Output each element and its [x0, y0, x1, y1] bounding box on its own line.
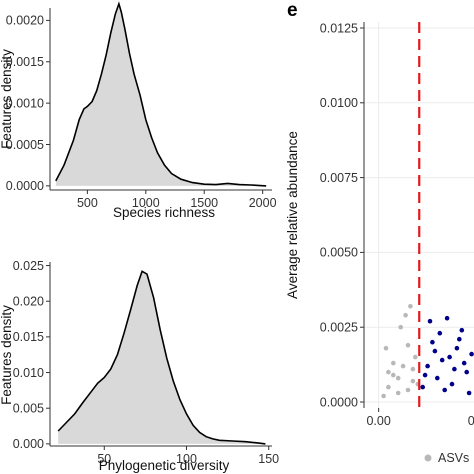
- points: [381, 304, 474, 399]
- data-point: [405, 387, 411, 393]
- data-point: [395, 375, 401, 381]
- y-tick-label: 0.0100: [320, 96, 358, 110]
- data-point: [395, 390, 401, 396]
- data-point: [383, 345, 389, 351]
- data-point: [442, 387, 448, 393]
- x-tick-label: 50: [97, 452, 111, 466]
- data-point: [425, 363, 430, 369]
- density-area: [55, 3, 267, 186]
- y-tick-label: 0.020: [13, 295, 44, 309]
- y-tick-label: 0.0075: [320, 171, 358, 185]
- data-point: [444, 315, 450, 321]
- panel-label: e: [287, 0, 298, 21]
- data-point: [408, 304, 413, 309]
- data-point: [439, 357, 445, 363]
- x-tick-label: 2000: [249, 196, 277, 210]
- data-point: [391, 360, 396, 366]
- y-tick-label: 0.0010: [6, 96, 44, 110]
- y-tick-label: 0.0050: [320, 246, 358, 260]
- density-line: [55, 1, 267, 187]
- data-point: [420, 384, 426, 390]
- y-tick-label: 0.0000: [320, 395, 358, 409]
- data-point: [437, 330, 443, 336]
- x-tick-label: 1000: [132, 196, 160, 210]
- data-point: [398, 324, 404, 330]
- y-axis-label: Features density: [0, 305, 14, 405]
- data-point: [466, 390, 472, 396]
- data-point: [447, 354, 452, 360]
- data-point: [464, 369, 470, 375]
- data-point: [427, 318, 433, 324]
- data-point: [410, 378, 416, 384]
- y-ticks: 0.0000 0.0025 0.0050 0.0075 0.0100 0.0125: [320, 21, 364, 409]
- x-ticks: 0.00 0.2: [366, 408, 474, 428]
- data-point: [457, 336, 462, 342]
- data-point: [422, 372, 428, 378]
- data-point: [410, 366, 416, 372]
- data-point: [386, 369, 391, 375]
- y-axis-label: Features density: [0, 49, 14, 149]
- data-point: [391, 372, 396, 378]
- density-line: [57, 270, 266, 445]
- data-point: [469, 351, 474, 357]
- density-area: [58, 271, 266, 444]
- x-axis-label: Species richness: [113, 205, 215, 220]
- data-point: [449, 381, 455, 387]
- y-tick-label: 0.000: [13, 437, 44, 451]
- x-ticks: 500 1000 1500 2000: [77, 190, 277, 210]
- data-point: [381, 393, 386, 399]
- y-tick-label: 0.0015: [6, 55, 44, 69]
- data-point: [454, 345, 460, 351]
- y-ticks: 0.000 0.005 0.010 0.015 0.020 0.025: [13, 259, 50, 451]
- data-point: [435, 375, 440, 381]
- y-axis-label: Average relative abundance: [285, 131, 300, 299]
- legend-swatch: [424, 454, 432, 462]
- legend-label: ASVs: [438, 451, 469, 465]
- y-tick-label: 0.0125: [320, 21, 358, 35]
- data-point: [461, 360, 467, 366]
- x-tick-label: 0.00: [366, 414, 390, 428]
- data-point: [432, 348, 438, 354]
- y-tick-label: 0.0020: [6, 14, 44, 28]
- data-point: [405, 342, 411, 348]
- data-point: [459, 327, 465, 333]
- x-tick-label: 100: [176, 452, 197, 466]
- x-tick-label: 150: [258, 452, 279, 466]
- data-point: [430, 339, 435, 345]
- y-tick-label: 0.005: [13, 402, 44, 416]
- x-tick-label: 500: [77, 196, 98, 210]
- x-ticks: 50 100 150: [97, 446, 279, 466]
- data-point: [403, 312, 408, 318]
- data-point: [386, 384, 391, 390]
- x-axis-label: Phylogenetic diversity: [99, 458, 230, 473]
- y-tick-label: 0.025: [13, 259, 44, 273]
- y-tick-label: 0.0000: [6, 179, 44, 193]
- y-tick-label: 0.010: [13, 366, 44, 380]
- data-point: [400, 363, 406, 369]
- x-tick-label: 1500: [190, 196, 218, 210]
- scatter-plot-panel-e: e 0.0000 0.0025 0.0050 0.0075 0.0100 0.0125 0…: [285, 0, 474, 465]
- y-ticks: 0.0000 0.0005 0.0010 0.0015 0.0020: [6, 14, 50, 193]
- y-tick-label: 0.0025: [320, 321, 358, 335]
- data-point: [452, 366, 457, 372]
- data-point: [413, 354, 418, 360]
- density-plot-species-richness: 0.0000 0.0005 0.0010 0.0015 0.0020 500 1000 15…: [0, 1, 277, 220]
- x-tick-label: 0.2: [468, 414, 474, 428]
- y-tick-label: 0.0005: [6, 138, 44, 152]
- y-tick-label: 0.015: [13, 330, 44, 344]
